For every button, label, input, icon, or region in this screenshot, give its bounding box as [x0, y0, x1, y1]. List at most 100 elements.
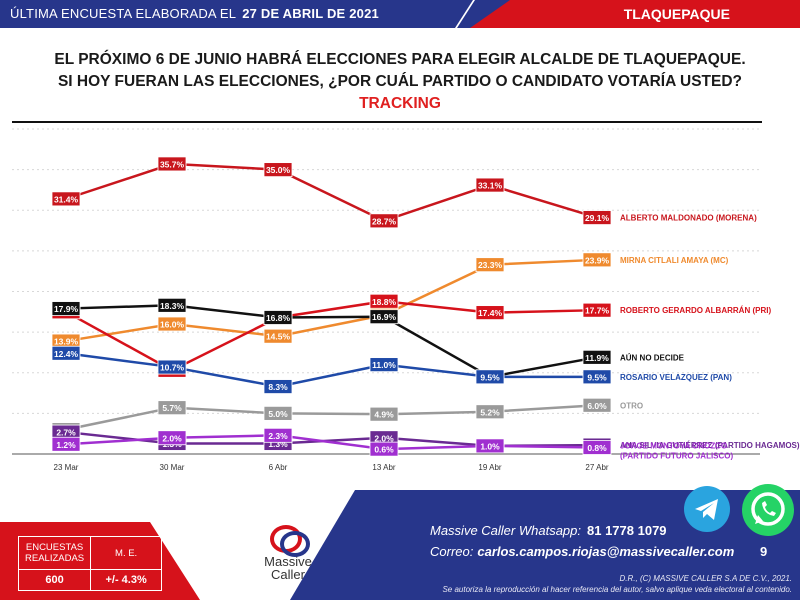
data-label: 9.5%: [587, 372, 607, 382]
data-label: 2.3%: [268, 431, 288, 441]
data-label-box: [582, 369, 612, 385]
data-label: 0.6%: [374, 445, 394, 455]
data-label-box: [582, 252, 612, 268]
copyright-line-1: D.R., (C) MASSIVE CALLER S.A DE C.V., 20…: [619, 574, 793, 583]
x-tick-label: 23 Mar: [54, 463, 79, 472]
series-line: [65, 404, 598, 431]
data-label: 5.7%: [162, 403, 182, 413]
survey-date: 27 DE ABRIL DE 2021: [242, 6, 379, 21]
data-label-box: [582, 349, 612, 365]
data-label: 35.0%: [266, 165, 291, 175]
data-label: 33.1%: [478, 181, 503, 191]
data-label-box: [369, 213, 399, 229]
data-label: 12.4%: [54, 349, 79, 359]
data-label: 23.3%: [478, 260, 503, 270]
data-label-box: [369, 406, 399, 422]
title-underline: [12, 121, 762, 123]
data-label: 9.5%: [480, 372, 500, 382]
stats-header-margin: M. E.: [90, 536, 163, 570]
legend-label: (PARTIDO FUTURO JALISCO): [620, 452, 734, 461]
data-label: 16.9%: [372, 312, 397, 322]
series-line: [65, 352, 597, 388]
stats-table: ENCUESTAS REALIZADAS M. E. 600 +/- 4.3%: [17, 536, 163, 591]
telegram-icon[interactable]: [684, 486, 730, 532]
data-label: 14.5%: [266, 332, 291, 342]
data-label-box: [475, 305, 505, 321]
x-tick-label: 30 Mar: [160, 463, 185, 472]
data-label: 5.2%: [480, 407, 500, 417]
data-label-box: [157, 297, 187, 313]
data-label: 6.0%: [587, 401, 607, 411]
whatsapp-number[interactable]: 81 1778 1079: [587, 523, 667, 538]
data-label: 10.7%: [160, 363, 185, 373]
title-line-2: SI HOY FUERAN LAS ELECCIONES, ¿POR CUÁL …: [57, 73, 743, 90]
title-line-3: TRACKING: [359, 95, 441, 112]
whatsapp-label: Massive Caller Whatsapp:: [430, 523, 581, 538]
contact-info: Massive Caller Whatsapp: 81 1778 1079 Cor…: [430, 520, 734, 562]
data-label-box: [263, 328, 293, 344]
legend-label: ALBERTO MALDONADO (MORENA): [620, 214, 757, 223]
data-label-box: [263, 310, 293, 325]
series-line: [65, 434, 598, 451]
legend-label: AÚN NO DECIDE: [620, 353, 685, 362]
data-label: 18.8%: [372, 297, 397, 307]
copyright: D.R., (C) MASSIVE CALLER S.A DE C.V., 20…: [442, 573, 792, 595]
data-label-box: [51, 301, 81, 316]
data-label: 28.7%: [372, 216, 397, 226]
data-label-box: [51, 191, 81, 207]
data-label: 5.0%: [268, 409, 288, 419]
legend-label: ROSARIO VELAZQUEZ (PAN): [620, 373, 732, 382]
header-bar: ÚLTIMA ENCUESTA ELABORADA EL 27 DE ABRIL …: [0, 0, 800, 28]
city-label: TLAQUEPAQUE: [623, 6, 730, 22]
x-tick-label: 27 Abr: [585, 463, 608, 472]
x-tick-label: 19 Abr: [478, 463, 501, 472]
data-label: 2.0%: [162, 433, 182, 443]
title-line-1: EL PRÓXIMO 6 DE JUNIO HABRÁ ELECCIONES P…: [54, 51, 746, 68]
data-label: 2.0%: [374, 433, 394, 443]
data-label-box: [369, 293, 399, 309]
legend-label: MIRNA CITLALI AMAYA (MC): [620, 256, 729, 265]
data-label-box: [582, 210, 612, 225]
data-label-box: [582, 397, 612, 413]
x-tick-label: 13 Abr: [372, 463, 395, 472]
data-label-box: [475, 257, 505, 273]
chart-title: EL PRÓXIMO 6 DE JUNIO HABRÁ ELECCIONES P…: [0, 49, 800, 115]
data-label: 4.9%: [374, 410, 394, 420]
data-label-box: [157, 359, 187, 375]
data-label: 8.3%: [268, 382, 288, 392]
data-label-box: [157, 430, 187, 446]
data-label: 35.7%: [160, 159, 185, 169]
copyright-line-2: Se autoriza la reproducción al hacer ref…: [442, 585, 792, 594]
email-label: Correo:: [430, 544, 474, 559]
data-label: 17.9%: [54, 304, 79, 314]
data-label: 0.8%: [587, 443, 607, 453]
data-label-box: [475, 177, 505, 193]
data-label: 17.7%: [585, 306, 610, 316]
legend-label: OTRO: [620, 401, 643, 410]
data-label-box: [582, 440, 612, 455]
series-line: [65, 162, 598, 223]
data-label: 1.2%: [56, 440, 76, 450]
data-label-box: [369, 309, 399, 325]
data-label: 17.4%: [478, 308, 503, 318]
logo-name: Massive Caller: [264, 554, 312, 582]
data-label: 13.9%: [54, 337, 79, 347]
data-label-box: [475, 404, 505, 420]
data-label: 31.4%: [54, 194, 79, 204]
data-label-box: [475, 369, 505, 385]
data-label: 2.7%: [56, 428, 76, 438]
data-label-box: [369, 441, 399, 457]
data-label: 1.3%: [268, 439, 288, 449]
data-label: 23.9%: [585, 255, 610, 265]
header-blue-band: [0, 0, 520, 28]
data-label-box: [263, 162, 293, 178]
legend-label: ANA SILVIA GUTIÉRREZ (PARTIDO HAGAMOS): [620, 441, 800, 450]
email-link[interactable]: carlos.campos.riojas@massivecaller.com: [477, 544, 735, 559]
series-line: [65, 299, 598, 372]
whatsapp-icon[interactable]: [742, 484, 794, 536]
data-label-box: [51, 345, 81, 361]
x-tick-label: 6 Abr: [269, 463, 288, 472]
data-label: 1.0%: [480, 441, 500, 451]
data-label: 29.1%: [585, 213, 610, 223]
data-label-box: [582, 302, 612, 318]
